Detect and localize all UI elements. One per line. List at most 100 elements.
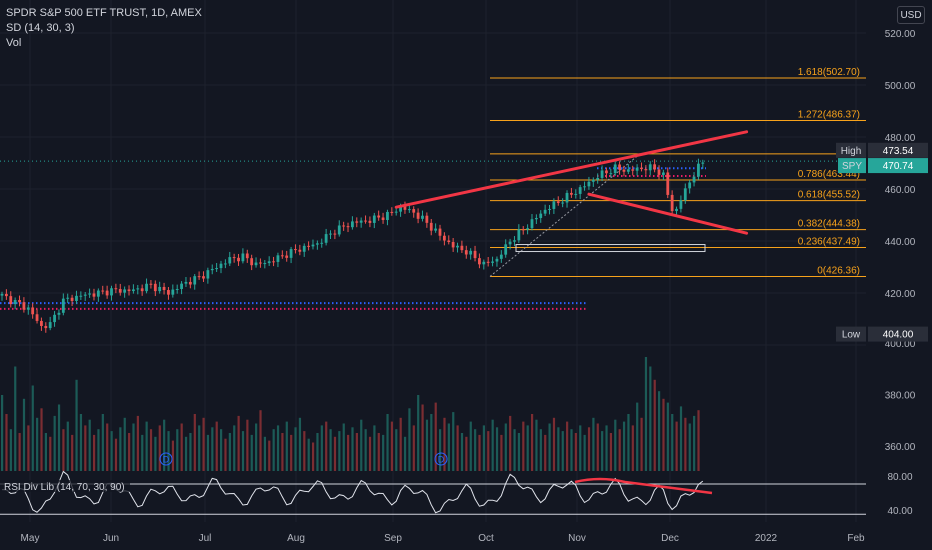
candle-body xyxy=(701,162,705,164)
candle-body xyxy=(697,163,700,177)
candle-body xyxy=(653,164,657,170)
candle-body xyxy=(473,250,477,259)
chart-grid xyxy=(0,0,866,522)
volume-bar xyxy=(460,433,464,471)
volume-bar xyxy=(22,398,26,471)
trendline-lower xyxy=(587,192,749,235)
candle-body xyxy=(127,289,131,292)
volume-bar xyxy=(592,417,595,471)
volume-bar xyxy=(640,417,643,471)
volume-bar xyxy=(364,429,367,471)
price-tag-value-bg xyxy=(868,158,928,174)
trendline-upper xyxy=(394,130,749,209)
time-tick-label: 2022 xyxy=(755,533,778,544)
candle-body xyxy=(626,169,630,172)
volume-bar xyxy=(421,404,424,471)
volume-bar xyxy=(539,429,542,471)
candle-body xyxy=(403,206,407,210)
volume-tick-label: 360.00 xyxy=(885,442,916,453)
candle-body xyxy=(609,173,613,175)
price-axis[interactable]: 420.00 440.00 460.00 480.00 500.00 520.00 360.… xyxy=(885,29,916,517)
volume-bar xyxy=(171,440,175,471)
volume-bar xyxy=(75,379,78,471)
time-tick-label: Sep xyxy=(384,533,402,544)
volume-bar xyxy=(697,410,700,471)
candle-body xyxy=(534,217,538,220)
currency-button[interactable]: USD xyxy=(897,6,925,24)
volume-bar xyxy=(347,434,350,471)
volume-bar xyxy=(145,421,148,471)
volume-bar xyxy=(268,440,271,471)
volume-bar xyxy=(513,429,516,471)
volume-bar xyxy=(1,395,4,471)
volume-bar xyxy=(631,425,634,471)
candle-body xyxy=(412,209,416,213)
dividend-marker-label: D xyxy=(163,455,170,465)
candle-body xyxy=(153,283,157,292)
volume-bar xyxy=(285,421,288,471)
volume-bar xyxy=(487,431,490,471)
volume-bar xyxy=(675,421,678,471)
volume-bar xyxy=(509,415,512,471)
candle-body xyxy=(96,290,100,297)
candle-body xyxy=(26,307,30,310)
volume-bar xyxy=(679,406,683,471)
indicator-label[interactable]: SD (14, 30, 3) xyxy=(6,22,75,34)
candle-body xyxy=(184,281,188,284)
volume-bar xyxy=(403,436,407,471)
volume-bar xyxy=(246,419,249,471)
candle-body xyxy=(35,314,39,321)
price-tag-label-bg xyxy=(836,142,866,158)
reference-dotted-lines xyxy=(0,302,588,310)
candle-body xyxy=(4,293,8,297)
fib-level-label: 0.382(444.38) xyxy=(798,219,860,230)
fib-retracement[interactable]: 1.618(502.70)1.272(486.37)1(470.786(463.… xyxy=(0,67,866,277)
candle-body xyxy=(364,220,367,222)
time-axis[interactable]: May Jun Jul Aug Sep Oct Nov Dec 2022 Feb xyxy=(21,533,866,544)
candle-body xyxy=(513,240,516,242)
volume-bar xyxy=(62,429,65,471)
candle-body xyxy=(118,288,122,293)
time-tick-label: Dec xyxy=(661,533,679,544)
volume-bar xyxy=(97,429,100,471)
candle-body xyxy=(88,293,91,295)
volume-label[interactable]: Vol xyxy=(6,37,22,49)
volume-bar xyxy=(333,436,337,471)
candle-body xyxy=(683,188,687,201)
candle-body xyxy=(53,314,56,323)
volume-bar xyxy=(601,431,604,471)
volume-bar xyxy=(636,402,639,471)
volume-bar xyxy=(693,415,696,471)
volume-bar xyxy=(329,429,332,471)
volume-bar xyxy=(491,419,494,471)
volume-bar xyxy=(644,357,648,471)
volume-bar xyxy=(456,425,459,471)
volume-bar xyxy=(495,427,499,471)
volume-bar xyxy=(443,417,446,471)
candle-body xyxy=(259,262,262,264)
volume-bar xyxy=(452,412,455,471)
candle-body xyxy=(140,288,144,292)
volume-bar xyxy=(57,404,61,471)
candle-body xyxy=(517,229,521,241)
symbol-title[interactable]: SPDR S&P 500 ETF TRUST, 1D, AMEX xyxy=(6,7,202,19)
volume-bar xyxy=(163,419,166,471)
candle-body xyxy=(241,253,245,262)
fib-level-label: 0.786(463.44) xyxy=(798,169,860,180)
candle-body xyxy=(18,300,21,303)
volume-bar xyxy=(627,414,630,471)
trendlines[interactable] xyxy=(394,130,749,235)
candle-body xyxy=(193,276,197,285)
candle-body xyxy=(105,290,109,296)
candle-body xyxy=(132,289,135,292)
volume-bar xyxy=(128,433,131,471)
volume-bar xyxy=(303,431,306,471)
volume-bar xyxy=(84,425,87,471)
volume-bar xyxy=(250,434,253,471)
volume-bar xyxy=(40,408,43,471)
candle-body xyxy=(434,228,438,231)
candle-body xyxy=(22,302,26,310)
candle-body xyxy=(123,289,127,293)
